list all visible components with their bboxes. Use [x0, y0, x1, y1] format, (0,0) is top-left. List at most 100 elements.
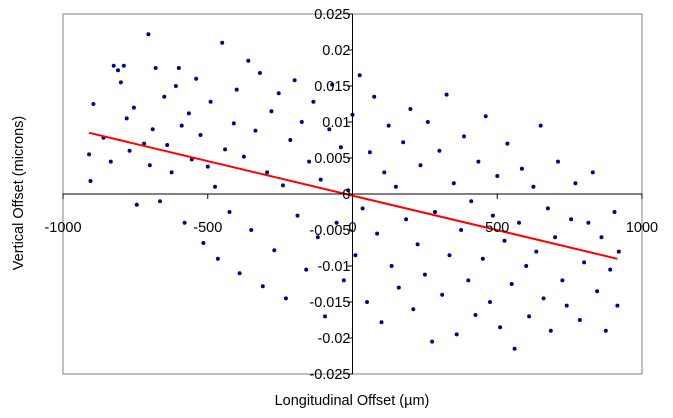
scatter-point: [505, 141, 510, 146]
scatter-point: [422, 272, 427, 277]
scatter-point: [509, 282, 514, 286]
scatter-point: [389, 264, 394, 268]
scatter-point: [153, 66, 158, 70]
scatter-point: [462, 134, 466, 139]
scatter-point: [118, 80, 123, 85]
y-tick-label: -0.01: [317, 259, 350, 275]
scatter-point: [582, 260, 587, 265]
scatter-point: [338, 145, 343, 150]
scatter-point: [396, 285, 401, 290]
x-axis-title: Longitudinal Offset (µm): [275, 393, 430, 409]
scatter-point: [198, 133, 203, 137]
scatter-point: [425, 120, 430, 124]
scatter-point: [386, 123, 391, 128]
scatter-point: [541, 296, 546, 301]
scatter-point: [517, 220, 521, 225]
scatter-point: [430, 339, 435, 344]
scatter-point: [404, 217, 409, 222]
scatter-point: [223, 147, 228, 152]
scatter-point: [469, 199, 474, 204]
scatter-point: [169, 170, 174, 175]
scatter-point: [257, 71, 262, 75]
scatter-point: [165, 143, 170, 147]
scatter-point: [116, 68, 120, 73]
scatter-point: [440, 292, 445, 297]
scatter-point: [616, 249, 621, 254]
scatter-point: [173, 84, 178, 88]
scatter-point: [330, 82, 335, 87]
scatter-point: [292, 78, 297, 83]
scatter-point: [476, 159, 481, 164]
scatter-point: [433, 210, 437, 214]
y-tick-label: 0.005: [314, 151, 350, 167]
scatter-point: [299, 120, 304, 124]
scatter-point: [608, 267, 613, 272]
scatter-point: [227, 210, 232, 214]
y-tick-label: 0.02: [322, 43, 350, 59]
scatter-point: [142, 141, 147, 146]
scatter-point: [498, 325, 503, 330]
trend-line: [88, 131, 618, 260]
scatter-point: [158, 199, 162, 204]
scatter-point: [213, 184, 217, 189]
scatter-point: [88, 179, 93, 183]
scatter-point: [215, 256, 220, 261]
y-tick-label: -0.005: [309, 223, 350, 239]
scatter-point: [466, 278, 471, 283]
scatter-point: [208, 99, 213, 104]
y-tick-label: -0.025: [309, 367, 350, 383]
scatter-point: [527, 314, 532, 319]
scatter-point: [201, 241, 206, 245]
y-tick-label: 0.015: [314, 79, 350, 95]
scatter-point: [162, 94, 167, 99]
scatter-point: [379, 320, 384, 325]
y-tick-label: -0.02: [317, 331, 350, 347]
scatter-point: [411, 307, 416, 312]
scatter-point: [134, 202, 139, 207]
scatter-point: [127, 148, 132, 153]
scatter-point: [444, 92, 449, 97]
scatter-point: [131, 105, 136, 110]
x-tick-label: 500: [485, 220, 509, 236]
scatter-point: [564, 303, 569, 308]
scatter-point: [490, 213, 495, 218]
scatter-point: [418, 163, 423, 168]
scatter-point: [220, 40, 225, 45]
scatter-point: [612, 210, 617, 214]
scatter-point: [573, 181, 578, 186]
scatter-point: [311, 99, 316, 104]
scatter-point: [437, 148, 442, 153]
scatter-point: [451, 181, 456, 186]
scatter-point: [295, 213, 300, 218]
scatter-point: [408, 107, 413, 111]
scatter-point: [393, 184, 398, 189]
y-tick-label: -0.015: [309, 295, 350, 311]
scatter-point: [599, 235, 604, 240]
x-tick-label: -1000: [44, 220, 81, 236]
scatter-point: [237, 271, 242, 276]
scatter-point: [194, 76, 199, 81]
scatter-point: [415, 242, 420, 247]
scatter-point: [524, 264, 529, 268]
scatter-point: [375, 231, 380, 236]
scatter-point: [315, 235, 320, 240]
scatter-point: [249, 228, 254, 232]
scatter-point: [603, 328, 608, 333]
scatter-point: [91, 102, 96, 106]
scatter-point: [545, 206, 550, 211]
scatter-point: [357, 73, 362, 78]
scatter-point: [519, 166, 524, 171]
scatter-point: [556, 159, 560, 164]
scatter-point: [615, 303, 620, 308]
scatter-point: [334, 220, 339, 225]
scatter-point: [577, 318, 582, 322]
scatter-point: [318, 177, 323, 182]
scatter-point: [269, 109, 274, 114]
scatter-point: [182, 220, 187, 225]
scatter-point: [534, 249, 539, 254]
scatter-point: [341, 278, 346, 283]
scatter-point: [260, 284, 265, 289]
scatter-point: [272, 248, 277, 253]
scatter-point: [454, 332, 459, 337]
